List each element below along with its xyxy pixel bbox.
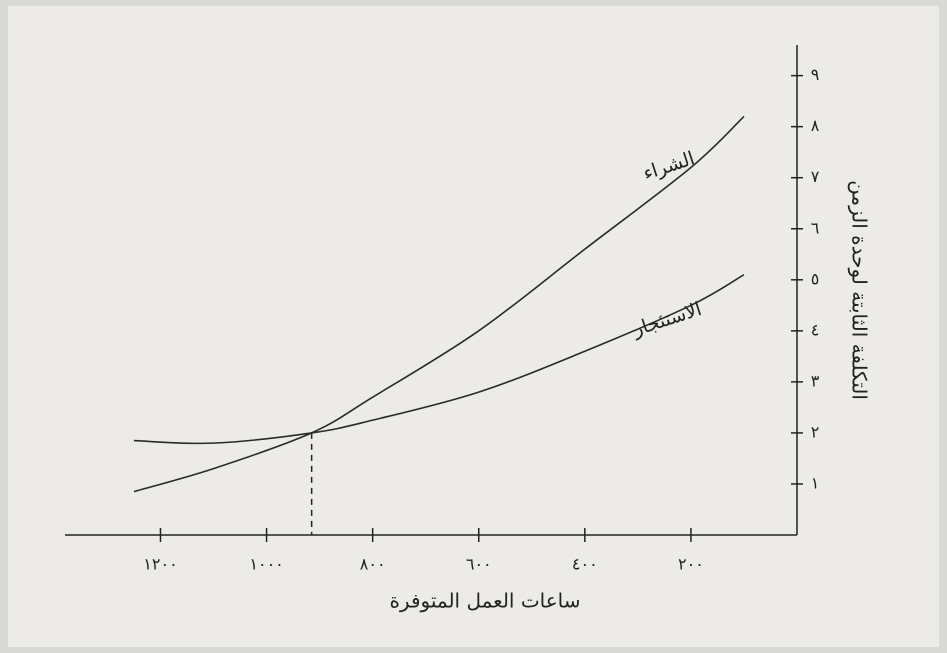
paper <box>8 6 939 647</box>
y-tick-label: ٦ <box>811 218 820 237</box>
y-tick-label: ٢ <box>811 422 820 441</box>
page: ساعات العمل المتوفرة التكلفة الثابتة لوح… <box>0 0 947 653</box>
x-tick-label: ٦٠٠ <box>466 555 492 574</box>
x-tick-label: ٨٠٠ <box>360 555 386 574</box>
y-tick-label: ٤ <box>811 320 820 339</box>
y-tick-label: ٩ <box>811 65 820 84</box>
y-tick-label: ٥ <box>811 269 820 288</box>
y-tick-label: ١ <box>811 473 820 492</box>
x-tick-label: ٢٠٠ <box>678 555 704 574</box>
chart: ساعات العمل المتوفرة التكلفة الثابتة لوح… <box>0 0 947 653</box>
y-tick-label: ٧ <box>811 167 820 186</box>
y-axis-title: التكلفة الثابتة لوحدة الزمن <box>848 180 872 400</box>
y-tick-label: ٨ <box>811 116 820 135</box>
x-tick-label: ١٢٠٠ <box>143 555 177 574</box>
y-tick-label: ٣ <box>811 371 820 390</box>
x-axis-title: ساعات العمل المتوفرة <box>389 589 580 613</box>
x-tick-label: ٤٠٠ <box>572 555 598 574</box>
x-tick-label: ١٠٠٠ <box>249 555 283 574</box>
